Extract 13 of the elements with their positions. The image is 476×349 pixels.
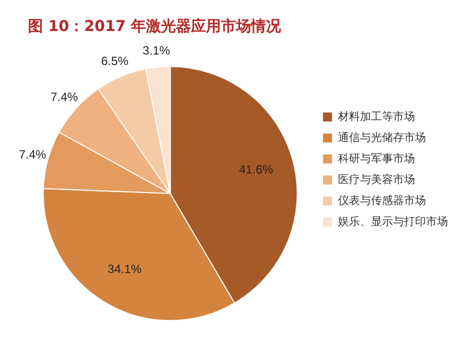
legend-label: 材料加工等市场 xyxy=(337,110,415,123)
legend-label: 通信与光储存市场 xyxy=(338,130,426,144)
data-label: 7.4% xyxy=(18,147,46,162)
legend-label: 科研与军事市场 xyxy=(338,152,415,165)
legend-label: 仪表与传感器市场 xyxy=(338,194,426,207)
legend-label: 医疗与美容市场 xyxy=(338,172,415,186)
data-label: 6.5% xyxy=(101,54,129,68)
data-label: 41.6% xyxy=(239,162,274,177)
data-label: 34.1% xyxy=(108,262,142,276)
data-label: 7.4% xyxy=(50,90,78,104)
data-label: 3.1% xyxy=(142,43,170,58)
legend-label: 娱乐、显示与打印市场 xyxy=(338,214,448,228)
chart-title: 图 10：2017 年激光器应用市场情况 xyxy=(28,16,282,35)
